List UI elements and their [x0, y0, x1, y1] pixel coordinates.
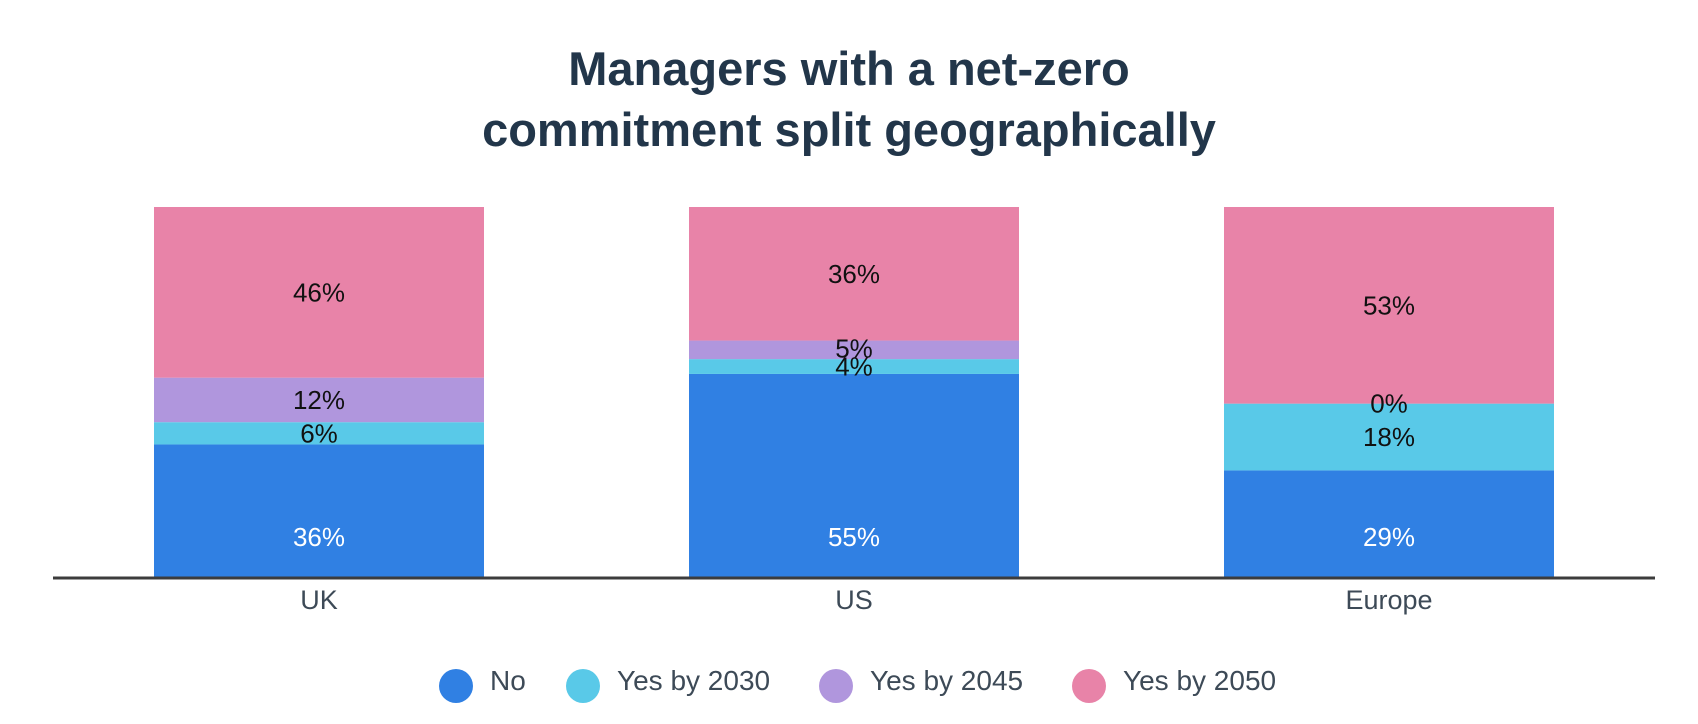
bar-us-series-2	[689, 340, 1019, 360]
data-label-uk-series-3: 46%	[293, 277, 345, 307]
bar-us-series-1	[689, 359, 1019, 374]
bar-europe-series-1	[1224, 403, 1554, 471]
data-label-us-series-2: 5%	[835, 334, 873, 364]
legend-item-0: No	[439, 665, 526, 703]
data-label-uk-series-0: 36%	[293, 522, 345, 552]
data-label-europe-series-1: 18%	[1363, 422, 1415, 452]
legend-swatch-3	[1072, 669, 1106, 703]
bar-uk-series-2	[154, 377, 484, 423]
bar-uk-series-1	[154, 422, 484, 445]
category-labels-layer: UK US Europe	[300, 585, 1432, 615]
legend-item-3: Yes by 2050	[1072, 665, 1276, 703]
data-label-europe-series-3: 53%	[1363, 290, 1415, 320]
bar-us-series-0	[689, 373, 1019, 578]
legend-label-2: Yes by 2045	[870, 665, 1023, 696]
data-label-us-series-0: 55%	[828, 522, 880, 552]
bars-layer	[154, 207, 1554, 578]
data-label-uk-series-2: 12%	[293, 385, 345, 415]
legend-label-1: Yes by 2030	[617, 665, 770, 696]
legend-label-3: Yes by 2050	[1123, 665, 1276, 696]
bar-europe-series-0	[1224, 470, 1554, 578]
data-label-europe-series-2: 0%	[1370, 389, 1408, 419]
data-label-us-series-3: 36%	[828, 259, 880, 289]
data-label-uk-series-1: 6%	[300, 418, 338, 448]
legend-swatch-2	[819, 669, 853, 703]
chart-title: Managers with a net-zero commitment spli…	[0, 38, 1698, 160]
legend: No Yes by 2030 Yes by 2045 Yes by 2050	[439, 665, 1276, 703]
legend-label-0: No	[490, 665, 526, 696]
legend-swatch-0	[439, 669, 473, 703]
bar-europe-series-3	[1224, 207, 1554, 404]
bar-us-series-3	[689, 207, 1019, 341]
legend-swatch-1	[566, 669, 600, 703]
category-label-europe: Europe	[1345, 585, 1432, 615]
legend-item-2: Yes by 2045	[819, 665, 1023, 703]
data-labels-layer: 36% 6%12% 46% 55% 4%5% 36% 29% 18%0% 53%	[293, 259, 1415, 552]
data-label-us-series-1: 4%	[835, 352, 873, 382]
chart-title-line-1: Managers with a net-zero	[568, 42, 1130, 95]
category-label-uk: UK	[300, 585, 338, 615]
data-label-europe-series-0: 29%	[1363, 522, 1415, 552]
category-label-us: US	[835, 585, 873, 615]
bar-uk-series-0	[154, 444, 484, 578]
bar-uk-series-3	[154, 207, 484, 378]
legend-item-1: Yes by 2030	[566, 665, 770, 703]
chart-title-line-2: commitment split geographically	[482, 103, 1216, 156]
